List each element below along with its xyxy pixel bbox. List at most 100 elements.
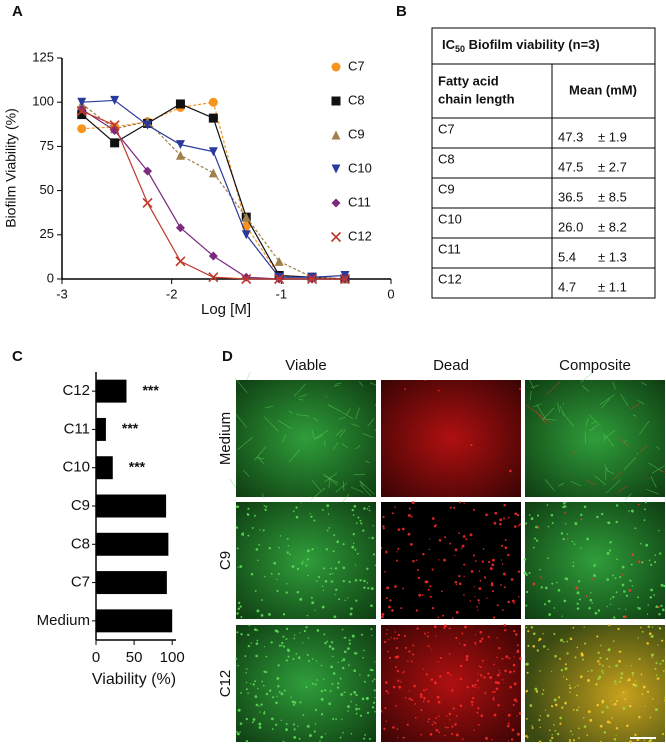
texture [418,594,421,597]
texture [374,689,376,691]
texture [517,644,519,646]
texture [242,532,244,534]
texture [288,656,290,658]
texture [237,506,239,508]
texture [278,573,280,575]
texture [357,516,359,518]
texture [382,613,385,616]
texture [508,657,510,659]
texture [429,585,431,587]
texture [540,715,541,716]
table-cell: C10 [438,211,462,226]
texture [427,721,429,723]
texture [278,664,280,666]
texture [311,601,314,604]
texture [638,716,641,719]
texture [394,506,396,508]
texture [289,553,291,555]
texture [486,597,487,598]
micrograph [381,380,521,497]
texture [527,672,529,674]
texture [537,649,539,651]
texture [632,675,633,676]
texture [477,599,479,601]
texture [369,738,371,740]
texture [412,645,414,647]
texture [554,655,557,658]
texture [328,527,330,529]
texture [539,569,541,571]
texture [664,700,665,701]
texture [519,523,521,525]
texture [543,633,544,634]
texture [334,594,335,595]
texture [584,626,585,627]
texture [411,699,413,701]
texture [387,629,388,630]
texture [266,693,268,695]
texture [271,718,274,721]
texture [456,715,458,717]
texture [612,596,614,598]
texture [564,702,566,704]
texture [567,533,569,535]
texture [411,516,413,518]
texture [254,680,256,682]
texture [545,710,546,711]
texture [247,535,249,537]
texture [648,625,651,628]
texture [423,689,425,691]
texture [664,697,665,698]
texture [503,517,505,519]
texture [610,604,611,605]
y-tick-label: 100 [32,94,54,109]
table-cell: C9 [438,181,455,196]
texture [281,693,284,696]
texture [569,692,570,693]
texture [283,645,285,647]
texture [238,602,240,604]
texture [393,686,396,689]
texture [463,594,465,596]
texture [483,548,485,550]
marker [143,198,152,207]
texture [247,508,249,510]
texture [615,664,618,667]
texture [332,718,334,720]
texture [461,633,463,635]
texture [502,609,504,611]
texture [607,552,610,555]
texture [247,513,248,514]
texture [561,669,563,671]
texture [454,555,455,556]
texture [259,711,260,712]
texture [651,657,652,658]
texture [565,523,566,524]
table-header: Mean (mM) [569,82,637,97]
texture [492,559,495,562]
texture [645,501,647,503]
texture [293,658,295,660]
texture [629,589,632,592]
texture [374,697,375,698]
texture [548,613,551,616]
texture [349,639,351,641]
table-title-sub: 50 [455,44,465,54]
bar [96,533,168,556]
table-cell: ± 2.7 [598,159,627,174]
texture [385,690,387,692]
texture [610,700,611,701]
texture [451,733,453,735]
texture [251,573,254,576]
texture [624,615,627,618]
y-tick-label: 25 [40,226,54,241]
x-tick-label: 50 [126,649,143,666]
texture [590,599,593,602]
texture [308,660,310,662]
texture [586,538,589,541]
texture [576,647,578,649]
texture [367,582,368,583]
texture [491,739,492,740]
texture [569,685,570,686]
texture [247,692,249,694]
